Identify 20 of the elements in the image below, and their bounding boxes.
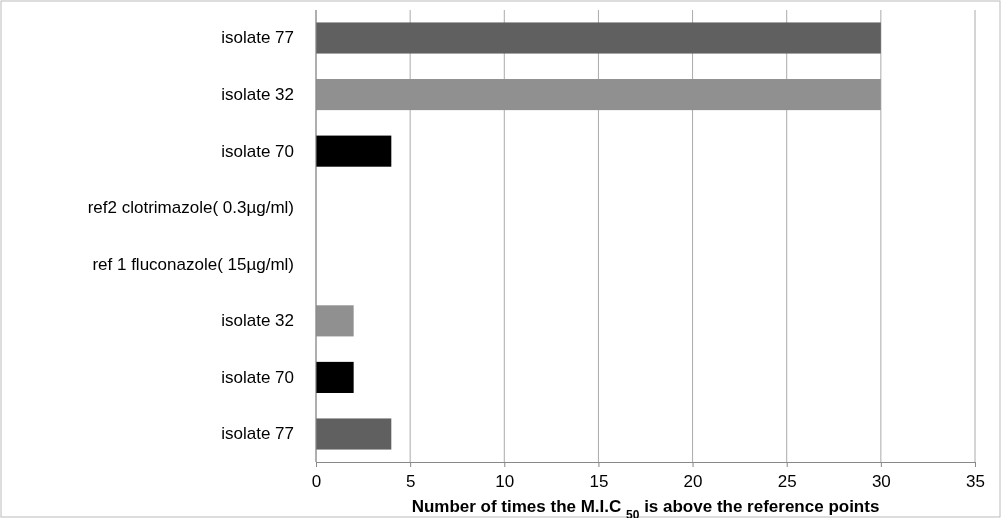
x-tick-label: 35 [966, 472, 985, 491]
y-tick-label: isolate 70 [221, 141, 294, 161]
x-tick-label: 0 [311, 472, 322, 491]
bar [316, 361, 354, 393]
y-tick-label: isolate 32 [221, 85, 294, 105]
y-tick-label: isolate 77 [221, 28, 294, 48]
y-tick-label: ref2 clotrimazole( 0.3µg/ml) [87, 198, 294, 218]
y-tick-label: isolate 77 [221, 424, 294, 444]
x-tick-label: 10 [495, 472, 515, 491]
y-tick-label: ref 1 fluconazole( 15µg/ml) [92, 254, 294, 274]
x-tick-label: 15 [589, 472, 609, 491]
y-tick-label: isolate 32 [221, 311, 294, 331]
y-tick-label: isolate 70 [221, 367, 294, 387]
x-tick-label: 20 [683, 472, 703, 491]
x-tick-label: 30 [871, 472, 891, 491]
x-tick-label: 5 [405, 472, 416, 491]
x-tick-label: 25 [777, 472, 797, 491]
bar [316, 135, 392, 167]
bar [316, 22, 881, 54]
bar [316, 418, 392, 450]
